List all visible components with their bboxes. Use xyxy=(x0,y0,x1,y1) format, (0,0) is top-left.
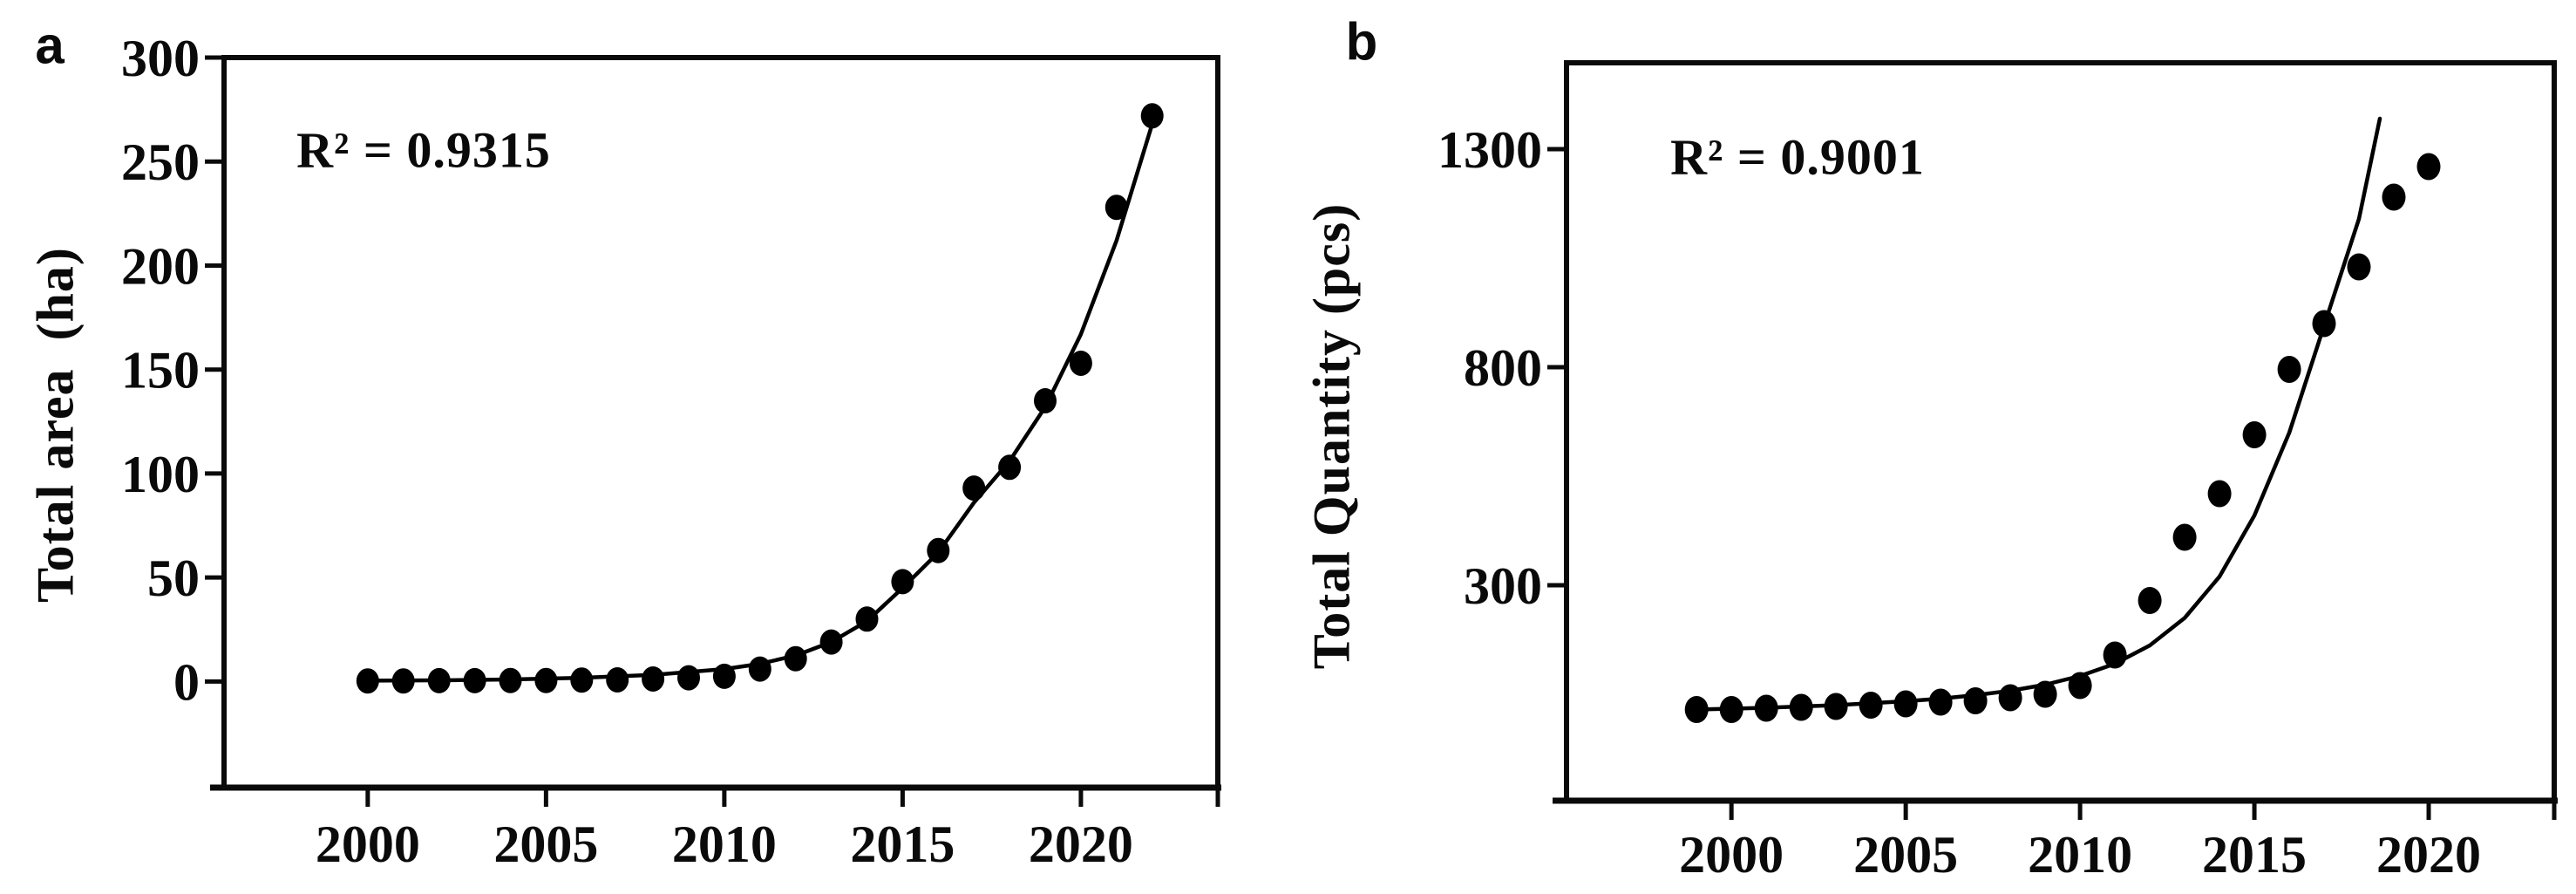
data-point xyxy=(1859,692,1883,719)
data-point xyxy=(2242,421,2267,448)
data-point xyxy=(855,606,879,632)
data-point xyxy=(2347,253,2371,281)
data-point xyxy=(2033,680,2057,708)
data-point xyxy=(1893,690,1918,718)
data-point xyxy=(784,645,807,672)
y-tick-label: 300 xyxy=(1464,557,1542,615)
y-tick-label: 0 xyxy=(173,653,200,711)
data-point xyxy=(356,668,379,694)
data-point xyxy=(2416,153,2441,181)
panel-a-r-squared-annotation: R² = 0.9315 xyxy=(296,121,551,179)
data-point xyxy=(1754,694,1778,722)
data-point xyxy=(1140,103,1164,129)
x-tick-label: 2000 xyxy=(1679,826,1784,884)
data-point xyxy=(606,667,629,693)
panel-a-plot: 0 50 100 150 200 250 300 2000 2005 2010 2015 2020 xyxy=(121,30,1221,873)
y-tick-label: 300 xyxy=(121,30,200,87)
x-tick-label: 2020 xyxy=(2376,826,2481,884)
x-tick-label: 2000 xyxy=(316,816,420,873)
data-point xyxy=(1928,688,1953,716)
data-point xyxy=(570,667,594,693)
data-point xyxy=(819,629,843,655)
data-point xyxy=(962,475,986,502)
data-point xyxy=(2207,480,2232,508)
panel-a-letter: a xyxy=(35,16,65,75)
data-point xyxy=(927,537,950,563)
x-tick-label: 2005 xyxy=(1853,826,1958,884)
panel-a-y-axis-title: Total area (ha) xyxy=(26,247,85,603)
data-point xyxy=(998,454,1022,481)
data-point xyxy=(2138,587,2162,614)
data-point xyxy=(1719,696,1743,723)
panel-b-y-axis-title: Total Quantity (pcs) xyxy=(1302,202,1361,670)
x-tick-label: 2020 xyxy=(1029,816,1133,873)
data-point xyxy=(427,667,451,693)
data-point xyxy=(2103,641,2127,669)
data-point xyxy=(1034,388,1057,413)
data-point xyxy=(1789,693,1813,721)
data-point xyxy=(391,668,415,694)
data-point xyxy=(748,656,771,682)
panel-b-r-squared-annotation: R² = 0.9001 xyxy=(1670,128,1925,186)
data-point xyxy=(642,666,665,692)
data-point xyxy=(2068,672,2092,700)
data-point xyxy=(499,667,522,693)
data-point xyxy=(1824,693,1848,720)
data-point xyxy=(712,663,736,689)
x-tick-label: 2010 xyxy=(2028,826,2132,884)
x-tick-label: 2015 xyxy=(2202,826,2307,884)
panel-b-plot: 300 800 1300 2000 2005 2010 2015 2020 xyxy=(1438,60,2558,884)
y-tick-label: 100 xyxy=(121,446,200,503)
data-point xyxy=(1069,351,1092,376)
y-tick-label: 1300 xyxy=(1438,121,1542,179)
trend-line xyxy=(1694,116,2382,712)
data-point xyxy=(463,667,486,693)
data-point xyxy=(677,665,700,691)
y-tick-label: 800 xyxy=(1464,339,1542,397)
data-point xyxy=(2312,310,2336,338)
x-tick-label: 2015 xyxy=(850,816,955,873)
x-tick-label: 2010 xyxy=(672,816,777,873)
y-tick-label: 150 xyxy=(121,342,200,399)
data-point xyxy=(891,569,914,595)
y-tick-label: 250 xyxy=(121,133,200,191)
data-point xyxy=(534,667,558,693)
data-point xyxy=(1684,696,1709,723)
data-point xyxy=(2172,523,2197,551)
data-point xyxy=(2277,356,2301,383)
y-tick-label: 50 xyxy=(147,549,200,607)
panel-b-letter: b xyxy=(1345,12,1378,72)
y-tick-label: 200 xyxy=(121,237,200,295)
data-point xyxy=(1998,684,2022,712)
data-point xyxy=(1104,194,1128,221)
data-point xyxy=(1963,687,1988,714)
x-tick-label: 2005 xyxy=(493,816,598,873)
data-point xyxy=(2382,183,2406,211)
